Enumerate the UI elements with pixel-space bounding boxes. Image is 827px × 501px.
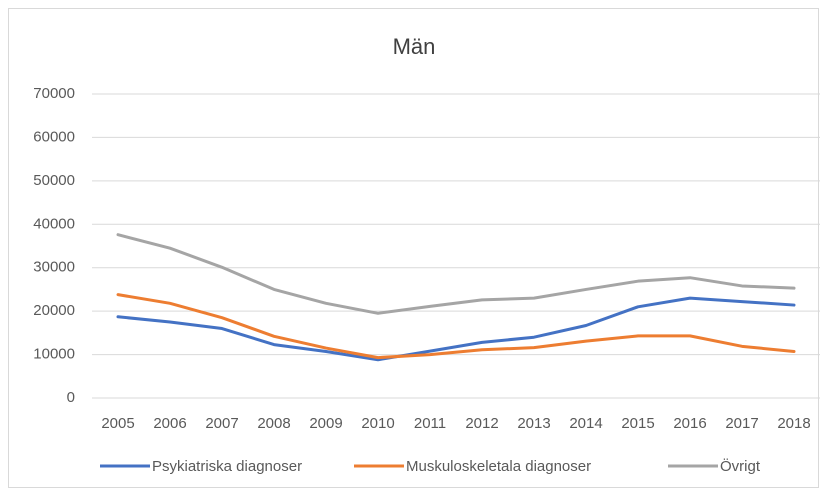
x-tick-label: 2015 xyxy=(621,415,654,432)
legend-label: Övrigt xyxy=(720,457,761,475)
y-tick-label: 60000 xyxy=(33,128,75,145)
legend-label: Psykiatriska diagnoser xyxy=(152,458,302,475)
x-tick-label: 2007 xyxy=(205,415,238,432)
x-tick-label: 2008 xyxy=(257,415,290,432)
x-tick-label: 2010 xyxy=(361,415,394,432)
x-tick-label: 2011 xyxy=(414,415,446,432)
x-tick-label: 2009 xyxy=(309,415,342,432)
y-tick-label: 0 xyxy=(67,389,75,406)
x-tick-label: 2014 xyxy=(569,415,602,432)
x-tick-label: 2013 xyxy=(517,415,550,432)
y-tick-label: 10000 xyxy=(33,346,75,363)
x-tick-label: 2006 xyxy=(153,415,186,432)
x-tick-label: 2012 xyxy=(465,415,498,432)
y-tick-label: 20000 xyxy=(33,302,75,319)
y-tick-label: 40000 xyxy=(33,215,75,232)
x-tick-label: 2005 xyxy=(101,415,134,432)
data-line xyxy=(116,293,796,360)
data-line xyxy=(116,296,796,362)
data-line xyxy=(116,233,796,315)
x-tick-label: 2016 xyxy=(673,415,706,432)
chart-border xyxy=(8,8,819,488)
legend-label: Muskuloskeletala diagnoser xyxy=(406,458,591,475)
y-tick-label: 50000 xyxy=(33,172,75,189)
x-tick-label: 2017 xyxy=(725,415,758,432)
chart-title: Män xyxy=(393,34,436,59)
x-tick-label: 2018 xyxy=(777,415,810,432)
y-tick-label: 30000 xyxy=(33,259,75,276)
y-tick-label: 70000 xyxy=(33,85,75,102)
